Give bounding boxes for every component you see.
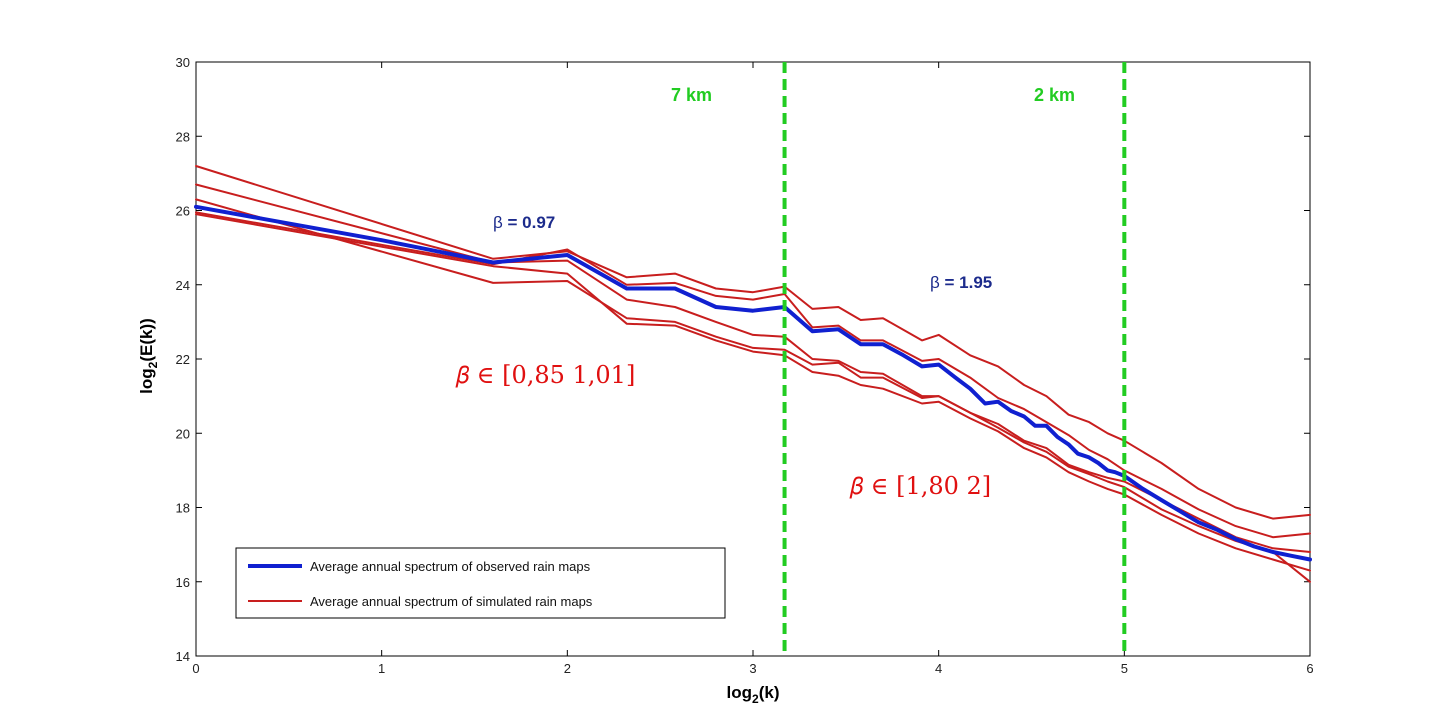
y-tick-label: 28: [176, 129, 190, 144]
x-tick-label: 1: [378, 661, 385, 676]
x-tick-label: 4: [935, 661, 942, 676]
beta-high-observed: β = 1.95: [930, 273, 992, 292]
y-tick-label: 16: [176, 575, 190, 590]
legend-label-observed: Average annual spectrum of observed rain…: [310, 559, 591, 574]
y-tick-label: 18: [176, 501, 190, 516]
x-axis-label-tail: (k): [759, 683, 780, 702]
legend: Average annual spectrum of observed rain…: [235, 547, 726, 619]
y-tick-label: 22: [176, 352, 190, 367]
x-axis-label: log2(k): [727, 683, 780, 706]
series-line-observed: [194, 204, 1312, 562]
x-axis-label-main: log: [727, 683, 753, 702]
y-axis-label-sub: 2: [146, 361, 160, 368]
beta-high-observed-value: = 1.95: [940, 273, 992, 292]
x-tick-label: 3: [749, 661, 756, 676]
series-line-simulated: [195, 213, 1311, 572]
series-line-simulated: [195, 211, 1311, 539]
legend-box: [235, 547, 726, 619]
beta-low-observed-value: = 0.97: [503, 213, 555, 232]
beta-low-observed-symbol: β: [493, 213, 503, 232]
legend-label-simulated: Average annual spectrum of simulated rai…: [310, 594, 593, 609]
y-axis-label-main: log: [137, 368, 156, 394]
y-tick-label: 20: [176, 426, 190, 441]
y-tick-label: 30: [176, 55, 190, 70]
series-line-simulated: [195, 165, 1311, 520]
x-tick-label: 5: [1121, 661, 1128, 676]
vline-label-7km: 7 km: [671, 85, 712, 105]
y-tick-label: 26: [176, 204, 190, 219]
vline-label-2km: 2 km: [1034, 85, 1075, 105]
beta-high-simulated: 𝛽 ∈ [1,80 2]: [849, 472, 991, 500]
x-tick-label: 0: [192, 661, 199, 676]
x-axis-label-sub: 2: [752, 692, 759, 706]
x-tick-label: 2: [564, 661, 571, 676]
x-tick-label: 6: [1306, 661, 1313, 676]
beta-low-observed: β = 0.97: [493, 213, 555, 232]
y-axis-label: log2(E(k)): [137, 318, 160, 394]
y-tick-label: 14: [176, 649, 190, 664]
y-tick-label: 24: [176, 278, 190, 293]
axis-ticks: 0 1 2 3 4 5 6 14 16 18 20 22 24 26 28 30: [176, 55, 1314, 676]
beta-high-observed-symbol: β: [930, 273, 940, 292]
series-lines: [194, 165, 1312, 583]
reference-lines: [782, 62, 1127, 656]
beta-low-simulated: 𝛽 ∈ [0,85 1,01]: [455, 361, 635, 389]
y-axis-label-tail: (E(k)): [137, 318, 156, 361]
